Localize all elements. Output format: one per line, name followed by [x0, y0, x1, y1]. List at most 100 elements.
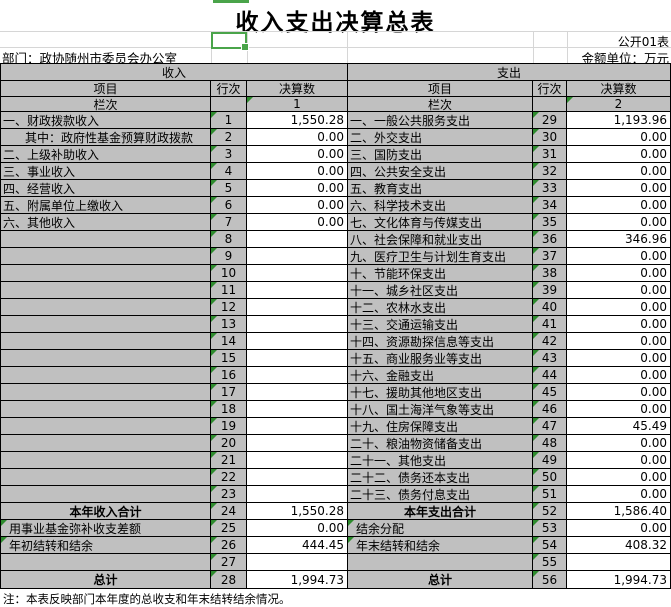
item-cell[interactable]: 三、事业收入	[1, 163, 211, 180]
unit-label[interactable]: 金额单位：万元	[581, 51, 669, 66]
value-cell[interactable]: 1,994.73	[567, 571, 670, 588]
item-cell[interactable]: 用事业基金弥补收支差额	[1, 520, 211, 537]
line-number-cell[interactable]: 8	[211, 231, 247, 248]
line-number-cell[interactable]: 54	[533, 537, 567, 554]
line-number-cell[interactable]: 21	[211, 452, 247, 469]
line-number-cell[interactable]: 12	[211, 299, 247, 316]
value-cell[interactable]: 346.96	[567, 231, 670, 248]
value-cell[interactable]: 0.00	[567, 163, 670, 180]
line-number-cell[interactable]: 15	[211, 350, 247, 367]
value-cell[interactable]: 0.00	[567, 452, 670, 469]
value-cell[interactable]: 1,193.96	[567, 112, 670, 129]
line-number-cell[interactable]: 31	[533, 146, 567, 163]
item-cell[interactable]: 二十三、债务付息支出	[348, 486, 533, 503]
line-number-cell[interactable]: 13	[211, 316, 247, 333]
value-cell[interactable]	[247, 367, 348, 384]
value-cell[interactable]: 0.00	[567, 282, 670, 299]
value-cell[interactable]: 1,994.73	[247, 571, 348, 588]
item-cell[interactable]: 五、教育支出	[348, 180, 533, 197]
line-number-cell[interactable]: 16	[211, 367, 247, 384]
value-cell[interactable]	[247, 469, 348, 486]
item-cell[interactable]: 十七、援助其他地区支出	[348, 384, 533, 401]
line-number-cell[interactable]: 51	[533, 486, 567, 503]
item-cell[interactable]: 一、一般公共服务支出	[348, 112, 533, 129]
item-cell[interactable]: 其中：政府性基金预算财政拨款	[1, 129, 211, 146]
line-number-cell[interactable]: 5	[211, 180, 247, 197]
item-cell[interactable]: 总计	[1, 571, 211, 588]
value-cell[interactable]: 0.00	[247, 146, 348, 163]
value-cell[interactable]	[247, 231, 348, 248]
line-number-cell[interactable]: 45	[533, 384, 567, 401]
value-cell[interactable]: 0.00	[567, 350, 670, 367]
line-number-cell[interactable]: 24	[211, 503, 247, 520]
value-cell[interactable]: 0.00	[567, 367, 670, 384]
value-cell[interactable]	[247, 299, 348, 316]
item-cell[interactable]: 六、其他收入	[1, 214, 211, 231]
item-cell[interactable]: 十六、金融支出	[348, 367, 533, 384]
line-number-cell[interactable]: 46	[533, 401, 567, 418]
line-number-cell[interactable]: 11	[211, 282, 247, 299]
value-cell[interactable]: 0.00	[247, 129, 348, 146]
item-cell[interactable]	[1, 282, 211, 299]
line-number-cell[interactable]: 6	[211, 197, 247, 214]
item-cell[interactable]: 十五、商业服务业等支出	[348, 350, 533, 367]
expense-amount-header[interactable]: 决算数	[567, 81, 670, 97]
value-cell[interactable]	[247, 452, 348, 469]
item-cell[interactable]: 一、财政拨款收入	[1, 112, 211, 129]
line-number-cell[interactable]: 53	[533, 520, 567, 537]
value-cell[interactable]: 45.49	[567, 418, 670, 435]
item-cell[interactable]: 十九、住房保障支出	[348, 418, 533, 435]
value-cell[interactable]: 0.00	[567, 333, 670, 350]
value-cell[interactable]	[247, 435, 348, 452]
value-cell[interactable]: 0.00	[567, 384, 670, 401]
item-cell[interactable]: 本年支出合计	[348, 503, 533, 520]
item-cell[interactable]	[1, 299, 211, 316]
item-cell[interactable]	[1, 401, 211, 418]
line-number-cell[interactable]: 56	[533, 571, 567, 588]
value-cell[interactable]: 0.00	[567, 316, 670, 333]
table-code-label[interactable]: 公开01表	[617, 35, 669, 49]
line-number-cell[interactable]: 18	[211, 401, 247, 418]
line-number-cell[interactable]: 27	[211, 554, 247, 571]
line-number-cell[interactable]: 32	[533, 163, 567, 180]
income-amount-header[interactable]: 决算数	[247, 81, 348, 97]
line-number-cell[interactable]: 33	[533, 180, 567, 197]
footnote[interactable]: 注：本表反映部门本年度的总收支和年末结转结余情况。	[3, 592, 291, 606]
line-number-cell[interactable]: 48	[533, 435, 567, 452]
value-cell[interactable]	[567, 554, 670, 571]
item-cell[interactable]: 二十一、其他支出	[348, 452, 533, 469]
item-cell[interactable]	[1, 418, 211, 435]
line-number-cell[interactable]: 29	[533, 112, 567, 129]
item-cell[interactable]: 二、上级补助收入	[1, 146, 211, 163]
value-cell[interactable]: 0.00	[247, 180, 348, 197]
item-cell[interactable]: 年初结转和结余	[1, 537, 211, 554]
department-label[interactable]: 部门：政协随州市委员会办公室	[2, 51, 178, 66]
item-cell[interactable]: 十、节能环保支出	[348, 265, 533, 282]
line-number-cell[interactable]: 17	[211, 384, 247, 401]
line-number-cell[interactable]: 10	[211, 265, 247, 282]
item-cell[interactable]: 本年收入合计	[1, 503, 211, 520]
expense-section-header[interactable]: 支出	[348, 64, 670, 81]
income-column-index[interactable]: 1	[247, 97, 348, 112]
line-number-cell[interactable]: 49	[533, 452, 567, 469]
expense-column-row-label[interactable]: 栏次	[348, 97, 533, 112]
line-number-cell[interactable]: 1	[211, 112, 247, 129]
item-cell[interactable]	[1, 333, 211, 350]
value-cell[interactable]: 0.00	[567, 299, 670, 316]
item-cell[interactable]: 总计	[348, 571, 533, 588]
line-number-cell[interactable]: 23	[211, 486, 247, 503]
value-cell[interactable]	[247, 384, 348, 401]
item-cell[interactable]: 十四、资源勘探信息等支出	[348, 333, 533, 350]
expense-item-header[interactable]: 项目	[348, 81, 533, 97]
value-cell[interactable]: 0.00	[247, 197, 348, 214]
value-cell[interactable]: 408.32	[567, 537, 670, 554]
empty-cell[interactable]	[211, 97, 247, 112]
line-number-cell[interactable]: 55	[533, 554, 567, 571]
line-number-cell[interactable]: 22	[211, 469, 247, 486]
item-cell[interactable]: 二十二、债务还本支出	[348, 469, 533, 486]
item-cell[interactable]	[1, 231, 211, 248]
item-cell[interactable]	[1, 384, 211, 401]
line-number-cell[interactable]: 37	[533, 248, 567, 265]
line-number-cell[interactable]: 42	[533, 333, 567, 350]
value-cell[interactable]: 0.00	[567, 146, 670, 163]
